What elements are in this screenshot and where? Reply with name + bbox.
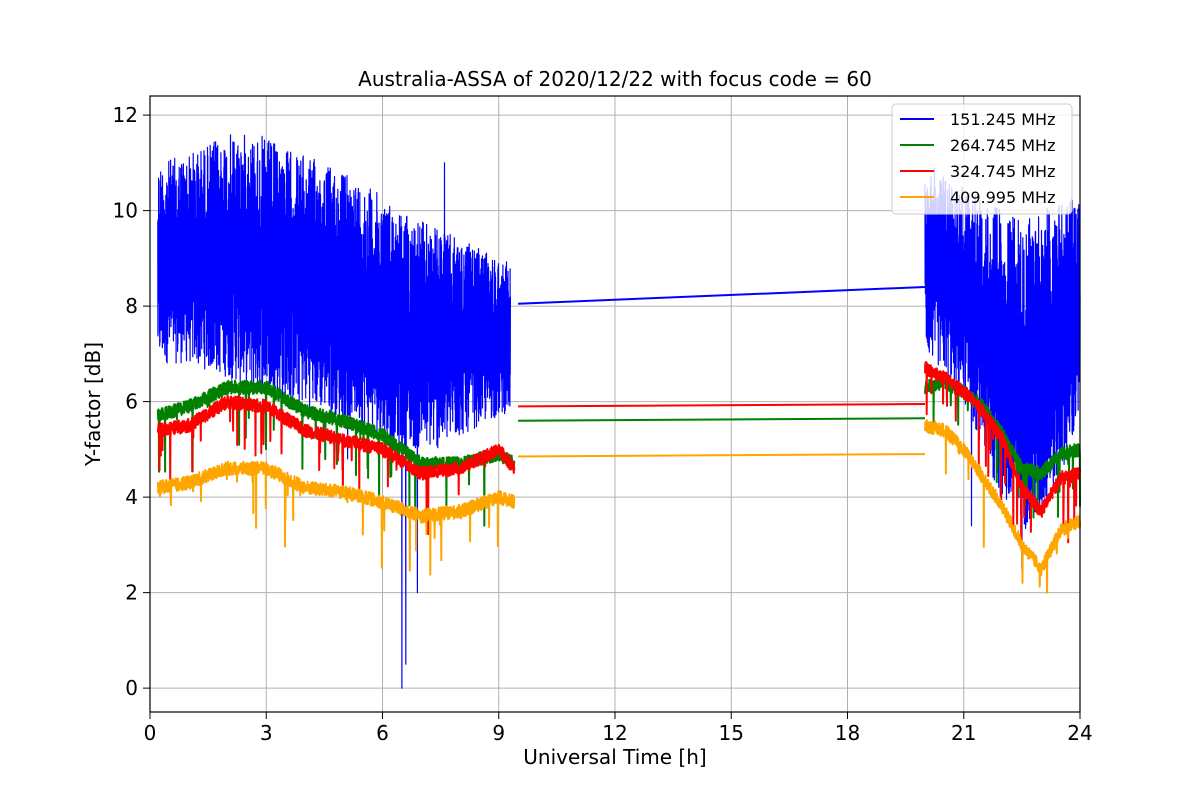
series-3 (156, 419, 1081, 594)
y-tick-label: 6 (125, 390, 138, 414)
series-line (518, 286, 926, 305)
series-line (518, 453, 926, 458)
x-tick-label: 21 (951, 721, 976, 745)
plot-area (156, 134, 1081, 689)
x-tick-label: 3 (260, 721, 273, 745)
x-tick-label: 18 (835, 721, 860, 745)
series-0 (157, 134, 1081, 689)
x-tick-label: 24 (1067, 721, 1092, 745)
chart-title: Australia-ASSA of 2020/12/22 with focus … (358, 67, 872, 91)
series-line (518, 403, 926, 408)
y-tick-label: 10 (113, 199, 138, 223)
series-line (924, 419, 1081, 594)
y-tick-label: 4 (125, 485, 138, 509)
legend-label: 324.745 MHz (950, 162, 1055, 181)
series-2 (156, 361, 1081, 549)
series-line (156, 394, 516, 536)
y-tick-label: 12 (113, 103, 138, 127)
x-tick-label: 6 (376, 721, 389, 745)
x-tick-label: 12 (602, 721, 627, 745)
series-line (518, 417, 926, 422)
series-line (156, 460, 516, 576)
y-tick-label: 8 (125, 294, 138, 318)
legend-box (891, 103, 1073, 215)
series-line (924, 361, 1081, 549)
legend-label: 151.245 MHz (950, 110, 1055, 129)
x-tick-label: 15 (719, 721, 744, 745)
legend-label: 264.745 MHz (950, 136, 1055, 155)
y-tick-label: 2 (125, 581, 138, 605)
y-axis-label: Y-factor [dB] (81, 342, 105, 467)
series-line (924, 167, 1081, 570)
series-line (157, 134, 511, 689)
x-tick-label: 0 (144, 721, 157, 745)
x-tick-label: 9 (492, 721, 505, 745)
x-axis-label: Universal Time [h] (523, 745, 706, 769)
legend-label: 409.995 MHz (950, 188, 1055, 207)
y-tick-label: 0 (125, 676, 138, 700)
legend: 151.245 MHz 264.745 MHz 324.745 MHz 409.995… (891, 103, 1073, 215)
